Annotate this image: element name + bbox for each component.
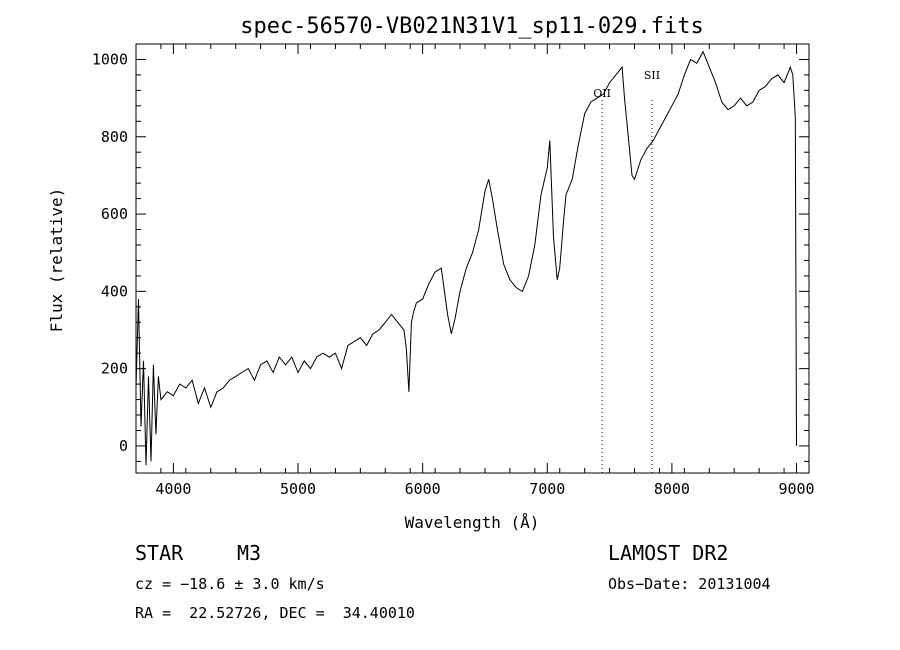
x-axis-label: Wavelength (Å)	[405, 513, 540, 532]
x-tick-label: 9000	[778, 480, 814, 498]
chart-title: spec-56570-VB021N31V1_sp11-029.fits	[240, 14, 704, 39]
object-subclass: M3	[237, 541, 262, 565]
redshift-value: cz = −18.6 ± 3.0 km/s	[135, 575, 325, 593]
line-annotations: OII SII	[593, 69, 660, 473]
y-tick-label: 800	[101, 128, 128, 146]
annotation-label: OII	[593, 87, 611, 100]
axis-ticks: 4000 5000 6000 7000 8000 9000 0 200 400 600 800 100…	[92, 43, 815, 498]
coordinates: RA = 22.52726, DEC = 34.40010	[135, 604, 415, 622]
y-tick-label: 0	[119, 437, 128, 455]
y-tick-label: 1000	[92, 50, 128, 68]
x-tick-label: 4000	[155, 480, 191, 498]
spectrum-line	[135, 50, 797, 466]
y-axis-label: Flux (relative)	[47, 188, 66, 333]
x-tick-label: 6000	[405, 480, 441, 498]
x-tick-label: 7000	[529, 480, 565, 498]
plot-frame	[135, 43, 810, 474]
x-tick-label: 8000	[654, 480, 690, 498]
y-tick-label: 400	[101, 282, 128, 300]
y-tick-label: 600	[101, 205, 128, 223]
x-tick-label: 5000	[280, 480, 316, 498]
obs-date: Obs−Date: 20131004	[608, 575, 771, 593]
annotation-label: SII	[644, 69, 660, 82]
series-layer	[135, 50, 797, 466]
object-class: STAR	[135, 541, 184, 565]
y-tick-label: 200	[101, 360, 128, 378]
survey-name: LAMOST DR2	[608, 541, 729, 565]
